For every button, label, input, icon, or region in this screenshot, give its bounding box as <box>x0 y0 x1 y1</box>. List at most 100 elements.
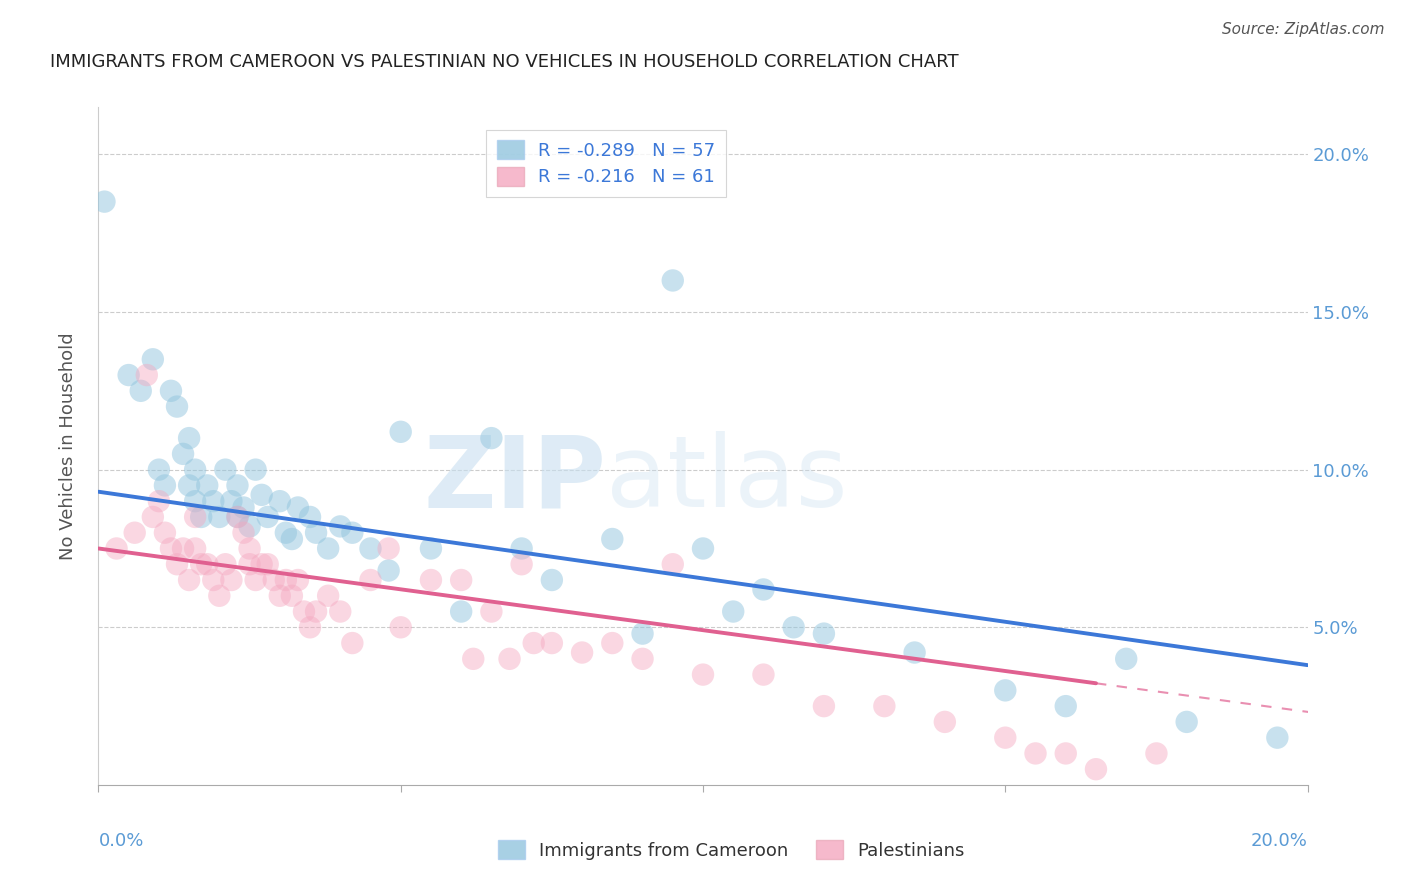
Point <box>281 589 304 603</box>
Point <box>195 478 218 492</box>
Point <box>208 510 231 524</box>
Point <box>256 510 278 524</box>
Point <box>184 463 207 477</box>
Point <box>813 626 835 640</box>
Point <box>166 400 188 414</box>
Point <box>420 573 443 587</box>
Point <box>813 699 835 714</box>
Point <box>190 558 212 572</box>
Text: 0.0%: 0.0% <box>98 832 143 850</box>
Point <box>510 558 533 572</box>
Point <box>481 431 503 445</box>
Point <box>250 488 273 502</box>
Point <box>287 500 309 515</box>
Point <box>360 573 382 587</box>
Point <box>179 478 201 492</box>
Point <box>226 478 249 492</box>
Point <box>571 646 593 660</box>
Point <box>450 605 472 619</box>
Point <box>1085 762 1108 776</box>
Point <box>184 541 207 556</box>
Point <box>602 636 624 650</box>
Point <box>463 652 485 666</box>
Point <box>232 500 254 515</box>
Point <box>245 463 267 477</box>
Point <box>299 510 322 524</box>
Point <box>221 573 243 587</box>
Point <box>1115 652 1137 666</box>
Point <box>692 541 714 556</box>
Point <box>202 573 225 587</box>
Point <box>269 494 291 508</box>
Point <box>190 510 212 524</box>
Text: Source: ZipAtlas.com: Source: ZipAtlas.com <box>1222 22 1385 37</box>
Point <box>329 519 352 533</box>
Point <box>305 605 328 619</box>
Point <box>873 699 896 714</box>
Point <box>305 525 328 540</box>
Point <box>245 573 267 587</box>
Point <box>292 605 315 619</box>
Point <box>498 652 520 666</box>
Point <box>1144 747 1167 761</box>
Point <box>124 525 146 540</box>
Point <box>214 558 236 572</box>
Text: IMMIGRANTS FROM CAMEROON VS PALESTINIAN NO VEHICLES IN HOUSEHOLD CORRELATION CHA: IMMIGRANTS FROM CAMEROON VS PALESTINIAN … <box>51 53 959 70</box>
Y-axis label: No Vehicles in Household: No Vehicles in Household <box>59 332 77 560</box>
Point <box>420 541 443 556</box>
Point <box>281 532 304 546</box>
Text: 20.0%: 20.0% <box>1251 832 1308 850</box>
Point <box>631 652 654 666</box>
Point <box>269 589 291 603</box>
Point <box>160 541 183 556</box>
Point <box>1175 714 1198 729</box>
Point <box>142 510 165 524</box>
Point <box>105 541 128 556</box>
Point <box>172 447 194 461</box>
Legend: R = -0.289   N = 57, R = -0.216   N = 61: R = -0.289 N = 57, R = -0.216 N = 61 <box>486 129 727 197</box>
Text: atlas: atlas <box>606 432 848 528</box>
Point <box>661 558 683 572</box>
Point <box>274 573 297 587</box>
Point <box>661 273 683 287</box>
Point <box>239 541 262 556</box>
Point <box>142 352 165 367</box>
Point <box>214 463 236 477</box>
Point <box>360 541 382 556</box>
Point <box>179 431 201 445</box>
Point <box>239 519 262 533</box>
Point <box>184 510 207 524</box>
Point <box>1267 731 1289 745</box>
Point <box>160 384 183 398</box>
Point <box>510 541 533 556</box>
Point <box>299 620 322 634</box>
Point <box>202 494 225 508</box>
Point <box>256 558 278 572</box>
Point <box>723 605 745 619</box>
Point <box>208 589 231 603</box>
Point <box>316 589 339 603</box>
Point <box>342 636 364 650</box>
Point <box>377 564 399 578</box>
Point <box>1054 747 1077 761</box>
Point <box>934 714 956 729</box>
Point <box>540 636 562 650</box>
Point <box>377 541 399 556</box>
Point <box>904 646 927 660</box>
Point <box>166 558 188 572</box>
Text: ZIP: ZIP <box>423 432 606 528</box>
Legend: Immigrants from Cameroon, Palestinians: Immigrants from Cameroon, Palestinians <box>491 833 972 867</box>
Point <box>172 541 194 556</box>
Point <box>287 573 309 587</box>
Point <box>329 605 352 619</box>
Point <box>153 478 176 492</box>
Point <box>232 525 254 540</box>
Point <box>692 667 714 681</box>
Point <box>263 573 285 587</box>
Point <box>179 573 201 587</box>
Point <box>602 532 624 546</box>
Point <box>481 605 503 619</box>
Point <box>523 636 546 650</box>
Point <box>250 558 273 572</box>
Point <box>1024 747 1046 761</box>
